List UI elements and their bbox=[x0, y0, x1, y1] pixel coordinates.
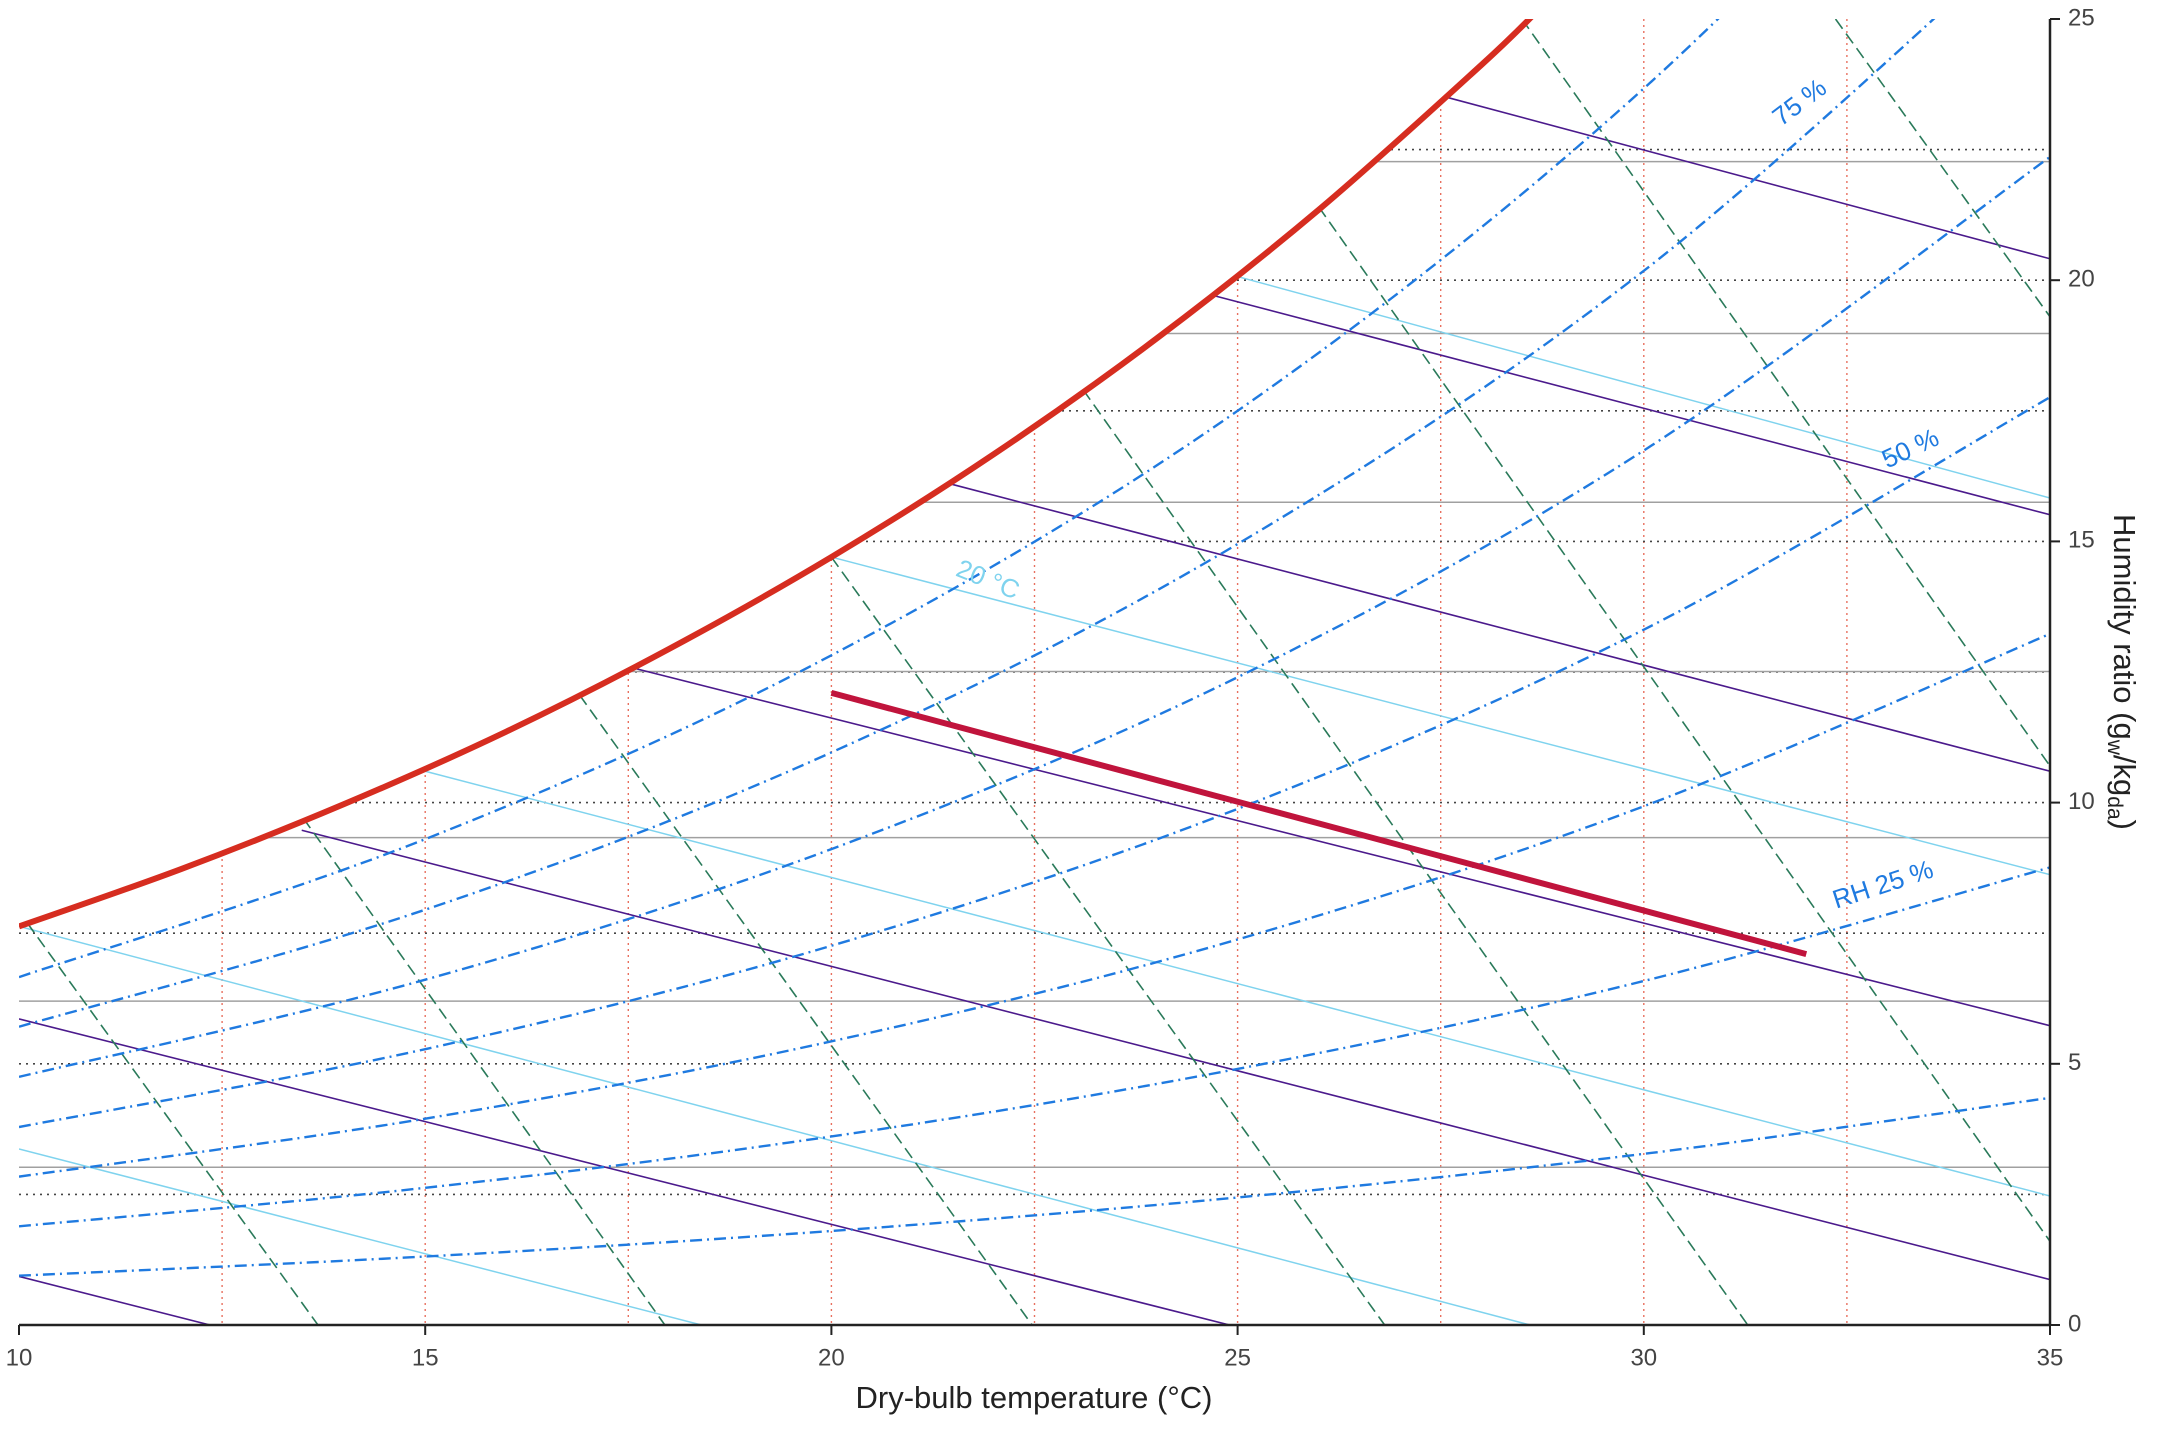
x-axis-label: Dry-bulb temperature (°C) bbox=[856, 1380, 1213, 1415]
specific-volume-line bbox=[578, 694, 1033, 1325]
enthalpy-line bbox=[19, 1018, 1230, 1325]
specific-volume-line bbox=[830, 556, 1386, 1325]
rh-curve bbox=[19, 632, 2050, 1178]
y-tick-label: 10 bbox=[2068, 788, 2095, 815]
y-label-sub: w bbox=[2103, 739, 2126, 756]
x-tick-label: 30 bbox=[1630, 1344, 1657, 1371]
wet-bulb-line bbox=[19, 1148, 702, 1325]
rh-curve bbox=[19, 19, 2050, 1028]
y-label-part: /kg bbox=[2107, 755, 2142, 796]
x-tick-label: 25 bbox=[1224, 1344, 1251, 1371]
annotation: 75 % bbox=[1767, 72, 1832, 132]
y-tick-label: 20 bbox=[2068, 266, 2095, 293]
saturation-curve bbox=[19, 19, 1534, 930]
wet-bulb-line bbox=[831, 556, 2050, 876]
y-tick-label: 0 bbox=[2068, 1310, 2081, 1337]
y-tick-label: 5 bbox=[2068, 1049, 2081, 1076]
enthalpy-line bbox=[1442, 95, 2050, 260]
plot-area bbox=[19, 19, 2050, 1325]
enthalpy-line bbox=[1214, 295, 2050, 516]
rh-curve bbox=[19, 1096, 2050, 1277]
chart-lines bbox=[19, 19, 2050, 1325]
enthalpy-line bbox=[19, 1275, 211, 1325]
specific-volume-line bbox=[1521, 19, 2050, 767]
y-label-sub: da bbox=[2103, 796, 2126, 820]
axes: 10 15 20 25 30 350 5 10 15 20 25 bbox=[6, 4, 2095, 1371]
y-label-part: ) bbox=[2107, 820, 2142, 830]
wet-bulb-line bbox=[19, 925, 1531, 1325]
specific-volume-line bbox=[26, 922, 319, 1325]
process-line bbox=[830, 689, 1808, 957]
y-tick-label: 25 bbox=[2068, 4, 2095, 31]
x-tick-label: 15 bbox=[412, 1344, 439, 1371]
y-tick-label: 15 bbox=[2068, 527, 2095, 554]
x-tick-label: 20 bbox=[818, 1344, 845, 1371]
x-tick-label: 35 bbox=[2037, 1344, 2064, 1371]
top-lines bbox=[19, 19, 1808, 957]
x-tick-label: 10 bbox=[6, 1344, 33, 1371]
rh-curve bbox=[19, 19, 2050, 979]
wet-bulb-line bbox=[425, 770, 2050, 1197]
specific-volume-line bbox=[1082, 389, 1749, 1325]
enthalpy-line bbox=[628, 666, 2050, 1027]
y-axis-label: Humidity ratio (gw/kgda) bbox=[2103, 514, 2141, 830]
y-label-part: Humidity ratio (g bbox=[2107, 514, 2142, 740]
rh-curve bbox=[19, 866, 2050, 1228]
specific-volume-line bbox=[302, 817, 666, 1325]
enthalpy-line bbox=[952, 483, 2050, 773]
specific-volume-line bbox=[1318, 206, 2050, 1242]
rh-curve bbox=[19, 396, 2050, 1129]
specific-volume-line bbox=[1834, 19, 2050, 318]
enthalpy-line bbox=[301, 829, 2050, 1281]
